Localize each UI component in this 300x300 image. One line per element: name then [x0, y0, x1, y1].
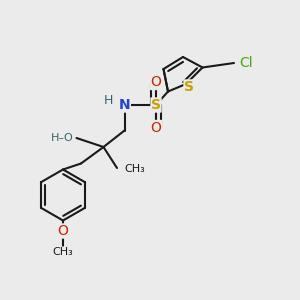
Text: O: O: [151, 121, 161, 134]
Text: H–O: H–O: [51, 133, 74, 143]
Text: CH₃: CH₃: [52, 247, 74, 257]
Text: S: S: [151, 98, 161, 112]
Text: O: O: [58, 224, 68, 238]
Text: H: H: [103, 94, 113, 107]
Text: O: O: [151, 76, 161, 89]
Text: Cl: Cl: [239, 56, 253, 70]
Text: S: S: [184, 80, 194, 94]
Text: CH₃: CH₃: [124, 164, 145, 175]
Text: N: N: [119, 98, 130, 112]
